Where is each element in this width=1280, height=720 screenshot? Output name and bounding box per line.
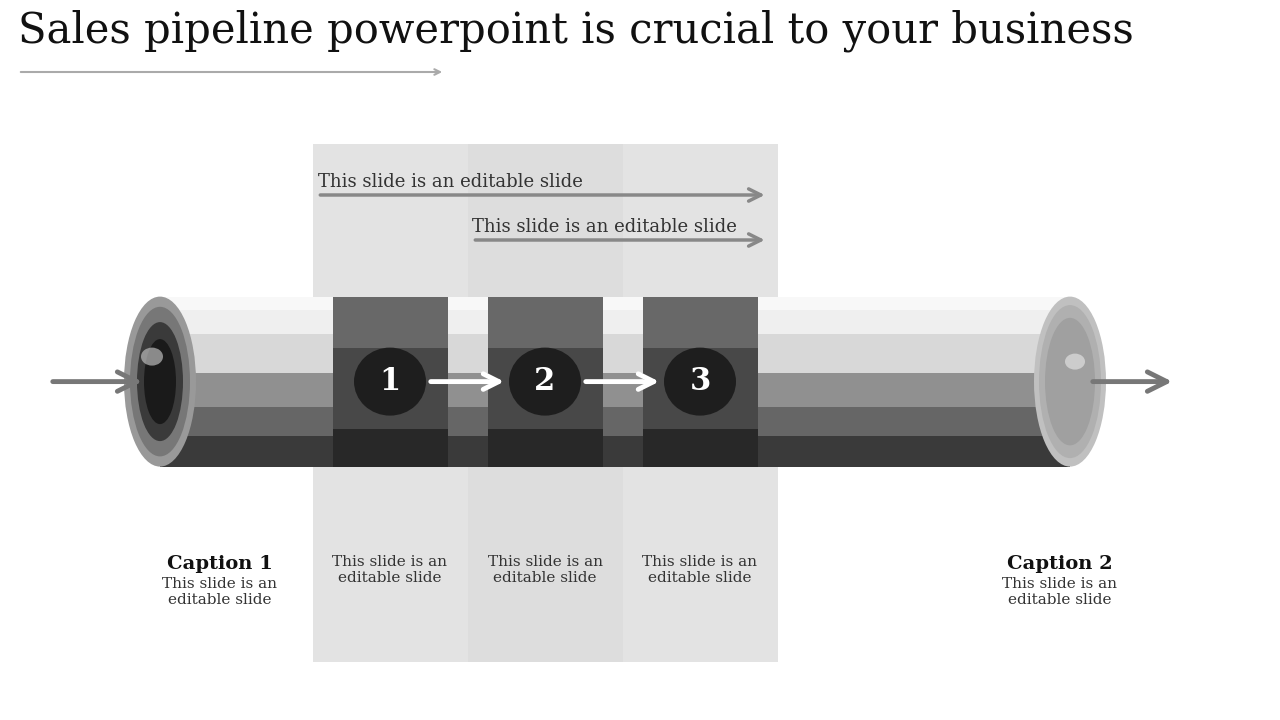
Bar [622, 144, 777, 662]
Bar [643, 297, 758, 467]
Ellipse shape [1044, 318, 1094, 446]
Text: 3: 3 [690, 366, 710, 397]
Bar [488, 297, 603, 467]
Bar [333, 429, 448, 467]
Text: Caption 2: Caption 2 [1007, 555, 1112, 573]
Text: This slide is an
editable slide: This slide is an editable slide [488, 555, 603, 585]
Bar [333, 297, 448, 348]
Ellipse shape [124, 297, 196, 467]
Ellipse shape [1039, 305, 1101, 458]
Text: This slide is an
editable slide: This slide is an editable slide [643, 555, 758, 585]
Text: Caption 1: Caption 1 [168, 555, 273, 573]
Text: 1: 1 [379, 366, 401, 397]
Bar [488, 297, 603, 348]
Bar [467, 144, 622, 662]
Text: This slide is an
editable slide: This slide is an editable slide [1002, 577, 1117, 607]
Bar [160, 407, 1070, 436]
Bar [160, 297, 1070, 467]
Bar [333, 297, 448, 467]
Ellipse shape [509, 348, 581, 415]
Bar [160, 297, 1070, 373]
Bar [643, 429, 758, 467]
Bar [160, 297, 1070, 334]
Ellipse shape [355, 348, 426, 415]
Ellipse shape [131, 307, 189, 456]
Text: This slide is an
editable slide: This slide is an editable slide [333, 555, 448, 585]
Ellipse shape [141, 348, 163, 366]
Ellipse shape [1065, 354, 1085, 369]
Ellipse shape [143, 339, 177, 424]
Bar [467, 144, 622, 662]
Bar [488, 429, 603, 467]
Text: This slide is an editable slide: This slide is an editable slide [472, 218, 737, 236]
Text: This slide is an editable slide: This slide is an editable slide [317, 173, 582, 191]
Bar [643, 297, 758, 348]
Ellipse shape [137, 322, 183, 441]
Text: This slide is an
editable slide: This slide is an editable slide [163, 577, 278, 607]
Ellipse shape [664, 348, 736, 415]
Ellipse shape [1034, 297, 1106, 467]
Bar [312, 144, 467, 662]
Bar [160, 297, 1070, 310]
Bar [160, 436, 1070, 467]
Text: Sales pipeline powerpoint is crucial to your business: Sales pipeline powerpoint is crucial to … [18, 10, 1134, 53]
Text: 2: 2 [534, 366, 556, 397]
